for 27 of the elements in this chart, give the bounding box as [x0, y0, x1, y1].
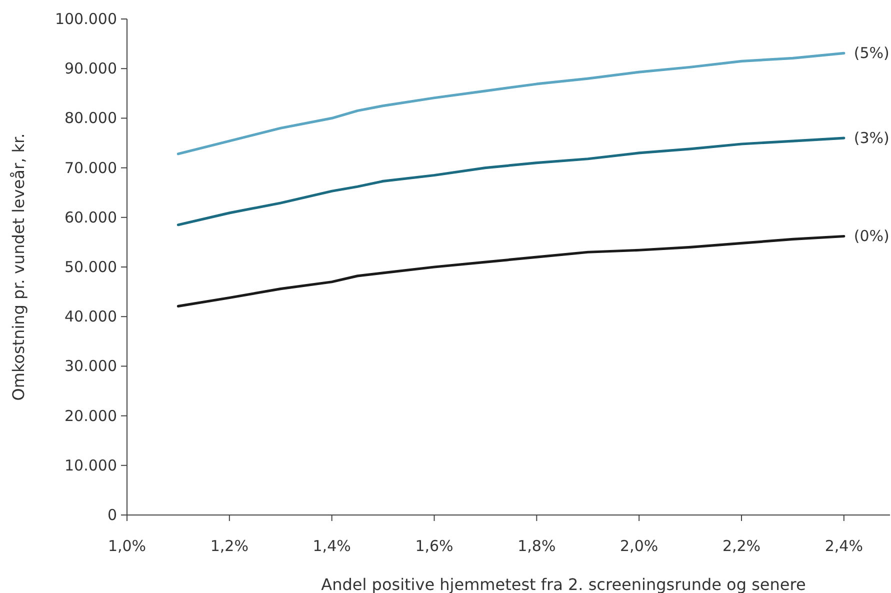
y-tick-label: 80.000 [64, 109, 117, 128]
line-series [176, 234, 846, 308]
y-tick-label: 40.000 [64, 308, 117, 326]
y-tick-label: 10.000 [64, 456, 117, 474]
line-series [176, 136, 846, 226]
x-tick-label: 1,0% [108, 537, 146, 555]
series-label: (0%) [854, 227, 890, 246]
series-label: (3%) [854, 129, 890, 148]
x-tick-label: 1,6% [415, 537, 454, 555]
line-series [176, 52, 846, 156]
x-tick-label: 1,2% [210, 537, 248, 555]
x-tick-label: 2,2% [722, 537, 761, 555]
y-tick-label: 90.000 [64, 60, 117, 78]
x-tick-label: 2,4% [824, 537, 863, 555]
x-tick-label: 2,0% [620, 537, 658, 555]
y-tick-label: 20.000 [64, 406, 117, 425]
x-tick-label: 1,4% [312, 537, 351, 555]
x-axis-title: Andel positive hjemmetest fra 2. screeningsrunde og senere [321, 575, 806, 593]
y-axis-title: Omkostning pr. vundet leveår, kr. [9, 133, 28, 401]
y-tick-label: 50.000 [64, 258, 117, 276]
y-tick-label: 100.000 [54, 10, 117, 28]
series-label: (5%) [854, 44, 890, 62]
y-tick-label: 30.000 [64, 357, 117, 376]
y-tick-label: 60.000 [64, 208, 117, 226]
y-tick-label: 0 [107, 506, 117, 524]
x-tick-label: 1,8% [518, 537, 556, 555]
y-tick-label: 70.000 [64, 158, 117, 177]
